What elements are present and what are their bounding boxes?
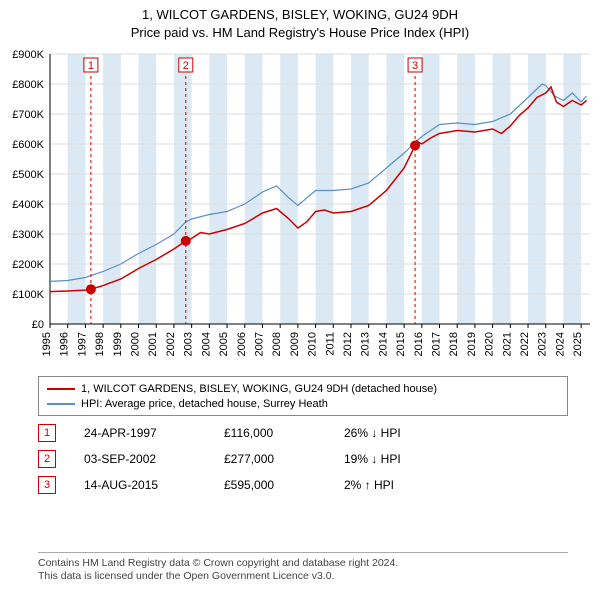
x-tick-label: 2005 xyxy=(218,332,230,356)
x-tick-label: 1997 xyxy=(76,332,88,356)
sales-row-date: 03-SEP-2002 xyxy=(84,452,224,466)
x-tick-label: 2021 xyxy=(501,332,513,356)
x-tick-label: 2002 xyxy=(165,332,177,356)
x-tick-label: 2011 xyxy=(324,332,336,356)
y-tick-label: £0 xyxy=(32,319,44,331)
x-tick-label: 2009 xyxy=(289,332,301,356)
y-tick-label: £200K xyxy=(12,259,44,271)
legend-box: 1, WILCOT GARDENS, BISLEY, WOKING, GU24 … xyxy=(38,376,568,416)
year-band xyxy=(103,54,121,324)
y-tick-label: £500K xyxy=(12,169,44,181)
sales-row-price: £116,000 xyxy=(224,426,344,440)
x-tick-label: 2013 xyxy=(360,332,372,356)
x-tick-label: 2023 xyxy=(537,332,549,356)
sales-row-hpi: 26% ↓ HPI xyxy=(344,426,484,440)
x-tick-label: 1996 xyxy=(59,332,71,356)
legend-swatch xyxy=(47,403,75,405)
x-tick-label: 2018 xyxy=(448,332,460,356)
sales-row-index: 1 xyxy=(38,424,56,442)
sales-row-hpi: 19% ↓ HPI xyxy=(344,452,484,466)
year-band xyxy=(563,54,581,324)
legend-row: HPI: Average price, detached house, Surr… xyxy=(47,396,559,411)
x-tick-label: 2008 xyxy=(271,332,283,356)
sales-row-hpi: 2% ↑ HPI xyxy=(344,478,484,492)
attribution-line-1: Contains HM Land Registry data © Crown c… xyxy=(38,557,568,571)
y-tick-label: £600K xyxy=(12,139,44,151)
x-tick-label: 2000 xyxy=(130,332,142,356)
y-tick-label: £900K xyxy=(12,49,44,61)
x-tick-label: 2022 xyxy=(519,332,531,356)
legend-swatch xyxy=(47,388,75,390)
y-tick-label: £700K xyxy=(12,109,44,121)
x-tick-label: 2001 xyxy=(147,332,159,356)
chart-title-block: 1, WILCOT GARDENS, BISLEY, WOKING, GU24 … xyxy=(0,0,600,41)
x-tick-label: 2004 xyxy=(200,332,212,356)
attribution: Contains HM Land Registry data © Crown c… xyxy=(38,552,568,584)
year-band xyxy=(351,54,369,324)
sales-row-price: £277,000 xyxy=(224,452,344,466)
year-band xyxy=(422,54,440,324)
sale-marker-dot xyxy=(181,236,191,246)
x-tick-label: 2020 xyxy=(484,332,496,356)
year-band xyxy=(174,54,192,324)
sale-marker-index: 2 xyxy=(183,60,189,72)
y-tick-label: £300K xyxy=(12,229,44,241)
price-chart: £0 £100K £200K £300K £400K £500K £600K £700K £80… xyxy=(0,44,600,374)
title-line-2: Price paid vs. HM Land Registry's House … xyxy=(0,24,600,42)
sales-row: 1 24-APR-1997£116,00026% ↓ HPI xyxy=(38,420,568,446)
sales-row: 2 03-SEP-2002£277,00019% ↓ HPI xyxy=(38,446,568,472)
x-tick-label: 2015 xyxy=(395,332,407,356)
year-band xyxy=(457,54,475,324)
title-line-1: 1, WILCOT GARDENS, BISLEY, WOKING, GU24 … xyxy=(0,6,600,24)
year-band xyxy=(68,54,86,324)
y-tick-label: £400K xyxy=(12,199,44,211)
sale-marker-index: 3 xyxy=(412,60,418,72)
x-tick-label: 2025 xyxy=(572,332,584,356)
year-band xyxy=(493,54,511,324)
year-band xyxy=(245,54,263,324)
legend-row: 1, WILCOT GARDENS, BISLEY, WOKING, GU24 … xyxy=(47,381,559,396)
year-band xyxy=(280,54,298,324)
sales-row: 3 14-AUG-2015£595,0002% ↑ HPI xyxy=(38,472,568,498)
y-tick-label: £800K xyxy=(12,79,44,91)
x-tick-label: 1998 xyxy=(94,332,106,356)
year-band xyxy=(386,54,404,324)
x-tick-label: 2019 xyxy=(466,332,478,356)
x-tick-label: 2017 xyxy=(431,332,443,356)
sales-row-index: 2 xyxy=(38,450,56,468)
x-tick-label: 2024 xyxy=(554,332,566,356)
sales-row-index: 3 xyxy=(38,476,56,494)
x-tick-label: 2003 xyxy=(183,332,195,356)
sales-row-date: 24-APR-1997 xyxy=(84,426,224,440)
legend-label: 1, WILCOT GARDENS, BISLEY, WOKING, GU24 … xyxy=(81,383,437,395)
x-tick-label: 1999 xyxy=(112,332,124,356)
y-tick-label: £100K xyxy=(12,289,44,301)
x-tick-label: 1995 xyxy=(41,332,53,356)
year-band xyxy=(209,54,227,324)
year-band xyxy=(139,54,157,324)
legend-label: HPI: Average price, detached house, Surr… xyxy=(81,398,328,410)
sale-marker-dot xyxy=(410,141,420,151)
sales-row-price: £595,000 xyxy=(224,478,344,492)
x-tick-label: 2014 xyxy=(377,332,389,356)
year-band xyxy=(316,54,334,324)
sale-marker-dot xyxy=(86,284,96,294)
x-tick-label: 2007 xyxy=(253,332,265,356)
x-tick-label: 2016 xyxy=(413,332,425,356)
sales-table: 1 24-APR-1997£116,00026% ↓ HPI 2 03-SEP-200… xyxy=(38,420,568,498)
attribution-line-2: This data is licensed under the Open Gov… xyxy=(38,570,568,584)
x-tick-label: 2012 xyxy=(342,332,354,356)
x-tick-label: 2010 xyxy=(307,332,319,356)
x-tick-label: 2006 xyxy=(236,332,248,356)
sale-marker-index: 1 xyxy=(88,60,94,72)
sales-row-date: 14-AUG-2015 xyxy=(84,478,224,492)
